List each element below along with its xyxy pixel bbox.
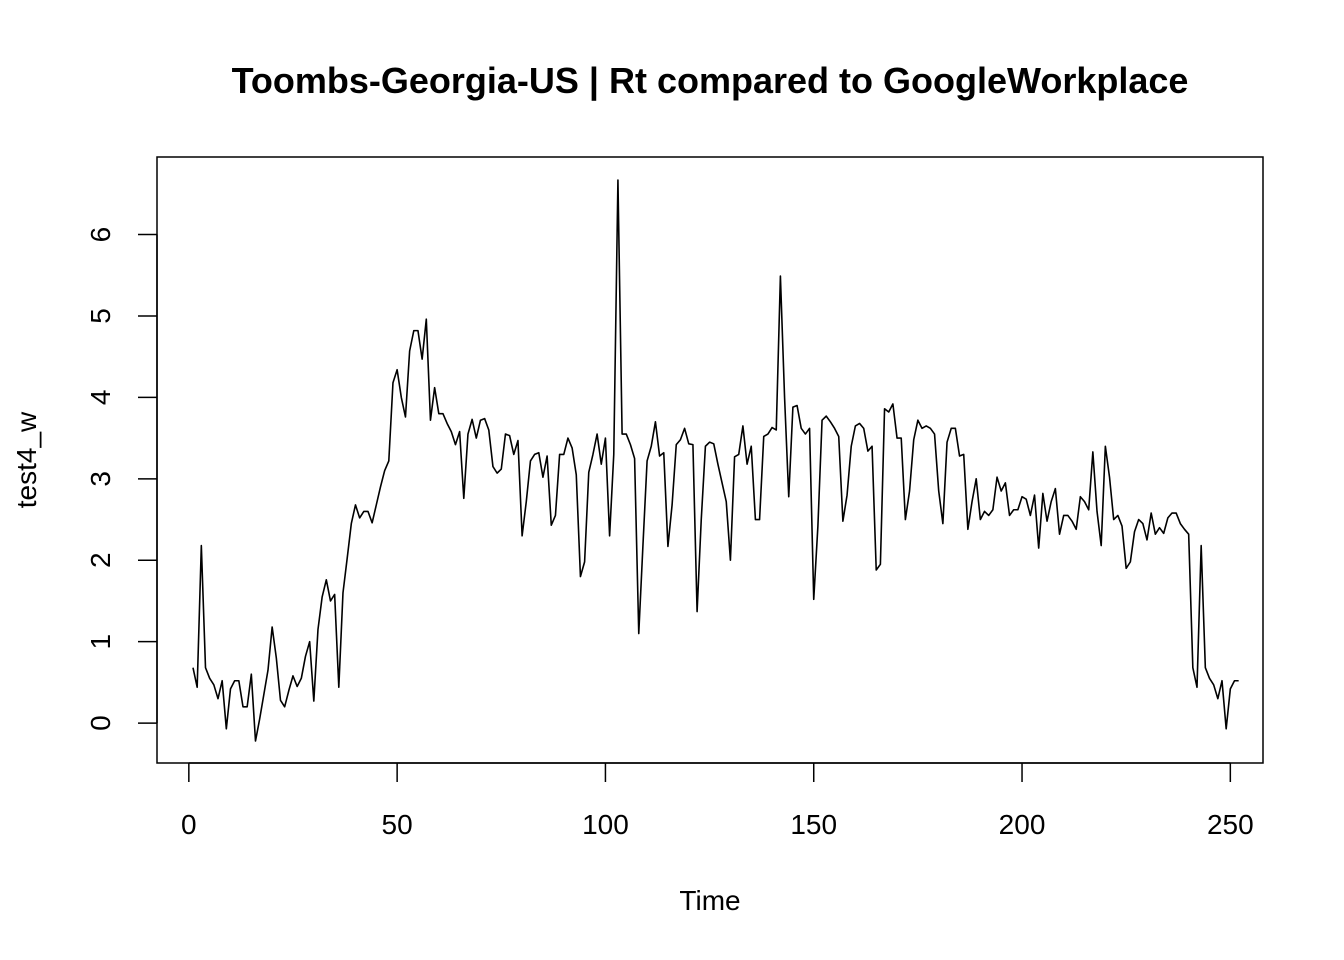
x-tick-label: 0 bbox=[181, 809, 197, 840]
y-tick-label: 5 bbox=[85, 308, 116, 324]
y-axis-label: test4_w bbox=[11, 411, 42, 508]
x-axis-label: Time bbox=[679, 885, 740, 916]
x-tick-label: 150 bbox=[790, 809, 837, 840]
y-tick-label: 1 bbox=[85, 634, 116, 650]
y-tick-label: 0 bbox=[85, 715, 116, 731]
plot-area-frame bbox=[156, 156, 1264, 764]
chart-title: Toombs-Georgia-US | Rt compared to Googl… bbox=[232, 60, 1189, 102]
x-tick-label: 200 bbox=[999, 809, 1046, 840]
x-tick-label: 50 bbox=[382, 809, 413, 840]
series-line bbox=[192, 179, 1239, 742]
y-tick-label: 3 bbox=[85, 471, 116, 487]
y-axis: 0 1 2 3 4 5 6 bbox=[85, 227, 158, 731]
y-tick-label: 4 bbox=[85, 390, 116, 406]
x-tick-label: 250 bbox=[1207, 809, 1254, 840]
y-tick-label: 6 bbox=[85, 227, 116, 243]
x-tick-label: 100 bbox=[582, 809, 629, 840]
y-tick-label: 2 bbox=[85, 552, 116, 568]
x-axis: 0 50 100 150 200 250 bbox=[181, 762, 1254, 840]
